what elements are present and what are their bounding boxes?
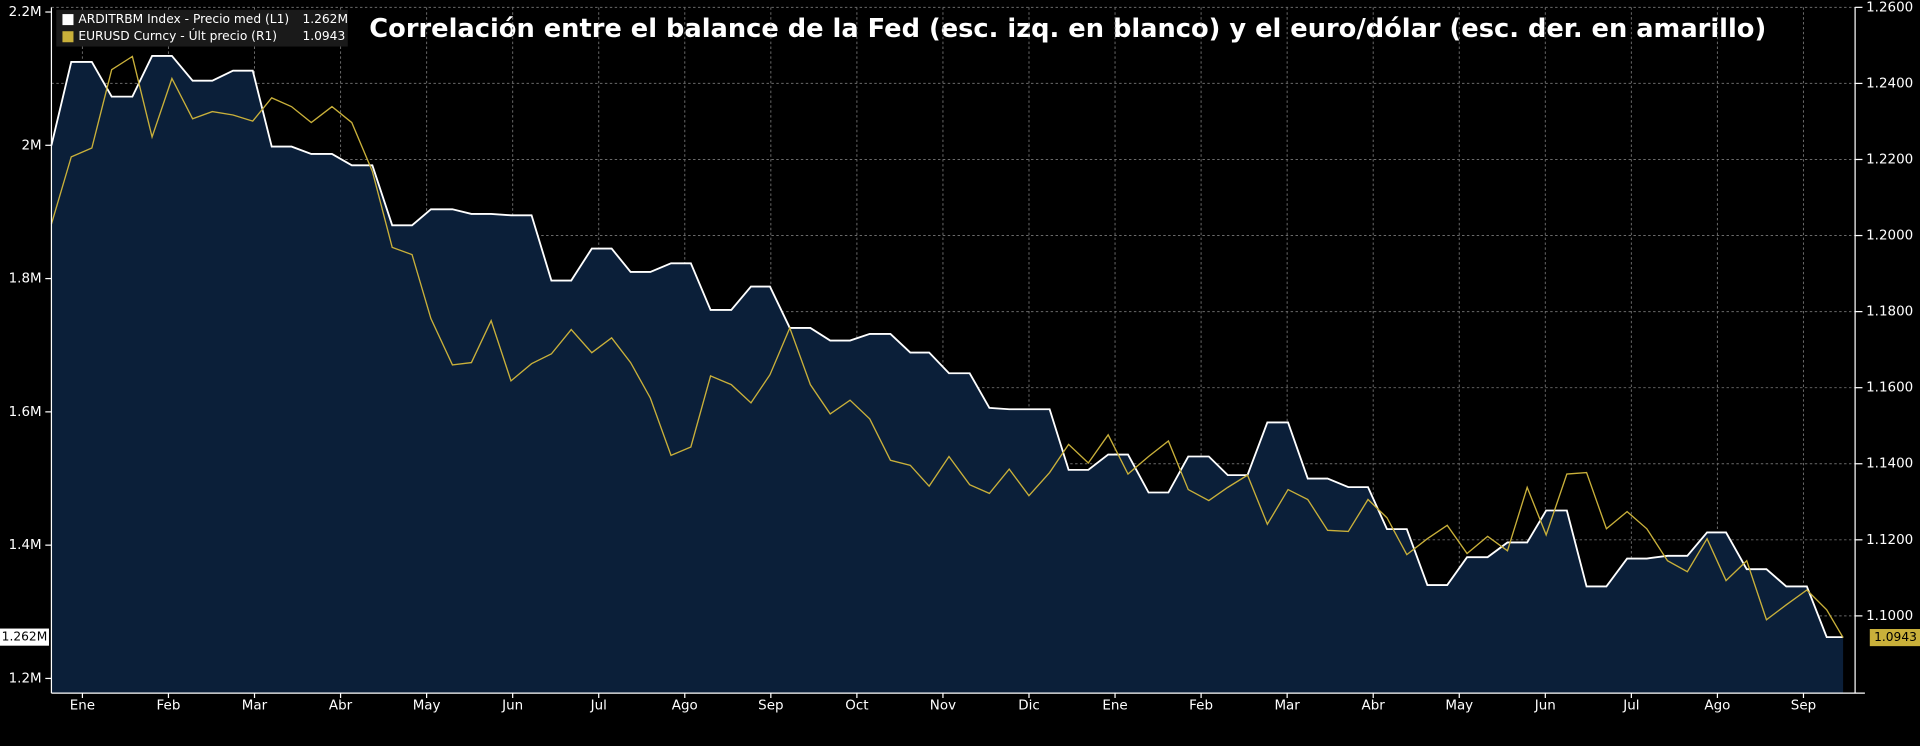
x-tick-label: Jun	[501, 698, 523, 713]
y-tick-label: 1.6M	[9, 405, 42, 420]
y-tick-label: 1.2M	[9, 671, 42, 686]
x-tick-label: Jul	[590, 698, 607, 713]
line	[50, 55, 1844, 638]
y2-tick-label: 1.2200	[1866, 152, 1913, 167]
x-tick-label: Mar	[1274, 698, 1300, 713]
x-tick-label: Sep	[1791, 698, 1816, 713]
last-value-label: 1.0943	[1874, 630, 1917, 644]
y2-tick-label: 1.1400	[1866, 457, 1913, 472]
line	[50, 55, 1844, 639]
x-tick-label: Mar	[242, 698, 268, 713]
x-tick-label: Nov	[930, 698, 956, 713]
x-tick-label: Sep	[758, 698, 783, 713]
x-tick-label: Jul	[1622, 698, 1639, 713]
x-tick-label: Jun	[1534, 698, 1556, 713]
x-tick-label: May	[1445, 698, 1473, 713]
x-tick-label: Dic	[1018, 698, 1039, 713]
y2-tick-label: 1.2000	[1866, 229, 1913, 244]
x-tick-label: Feb	[1189, 698, 1213, 713]
last-value-label: 1.262M	[2, 630, 48, 644]
legend-swatch	[62, 14, 74, 26]
legend-label: EURUSD Curncy - Últ precio (R1)	[78, 28, 277, 43]
x-tick-label: Abr	[329, 698, 353, 713]
x-tick-label: Abr	[1362, 698, 1386, 713]
y-tick-label: 1.4M	[9, 538, 42, 553]
legend-value: 1.262M	[302, 12, 348, 26]
y-tick-label: 2.2M	[9, 5, 42, 20]
x-tick-label: Ago	[1704, 698, 1730, 713]
y-tick-label: 1.8M	[9, 272, 42, 287]
y2-tick-label: 1.2600	[1866, 0, 1913, 15]
last-value-flag	[0, 628, 49, 646]
last-value-flag	[1869, 628, 1920, 647]
x-tick-label: Ene	[70, 698, 95, 713]
y2-tick-label: 1.1000	[1866, 609, 1913, 624]
x-tick-label: Oct	[845, 698, 868, 713]
x-tick-label: Feb	[157, 698, 181, 713]
legend-box	[56, 9, 348, 47]
legend-value: 1.0943	[302, 29, 345, 43]
y2-tick-label: 1.1800	[1866, 305, 1913, 320]
y-tick-label: 2M	[21, 138, 41, 153]
y2-tick-label: 1.2400	[1866, 76, 1913, 91]
y2-tick-label: 1.1200	[1866, 533, 1913, 548]
y2-tick-label: 1.1600	[1866, 381, 1913, 396]
legend-swatch	[62, 31, 74, 43]
x-tick-label: Ago	[672, 698, 698, 713]
x-tick-label: May	[413, 698, 441, 713]
legend-label: ARDITRBM Index - Precio med (L1)	[78, 12, 289, 26]
chart-title: Correlación entre el balance de la Fed (…	[369, 14, 1766, 44]
x-tick-label: Ene	[1102, 698, 1127, 713]
